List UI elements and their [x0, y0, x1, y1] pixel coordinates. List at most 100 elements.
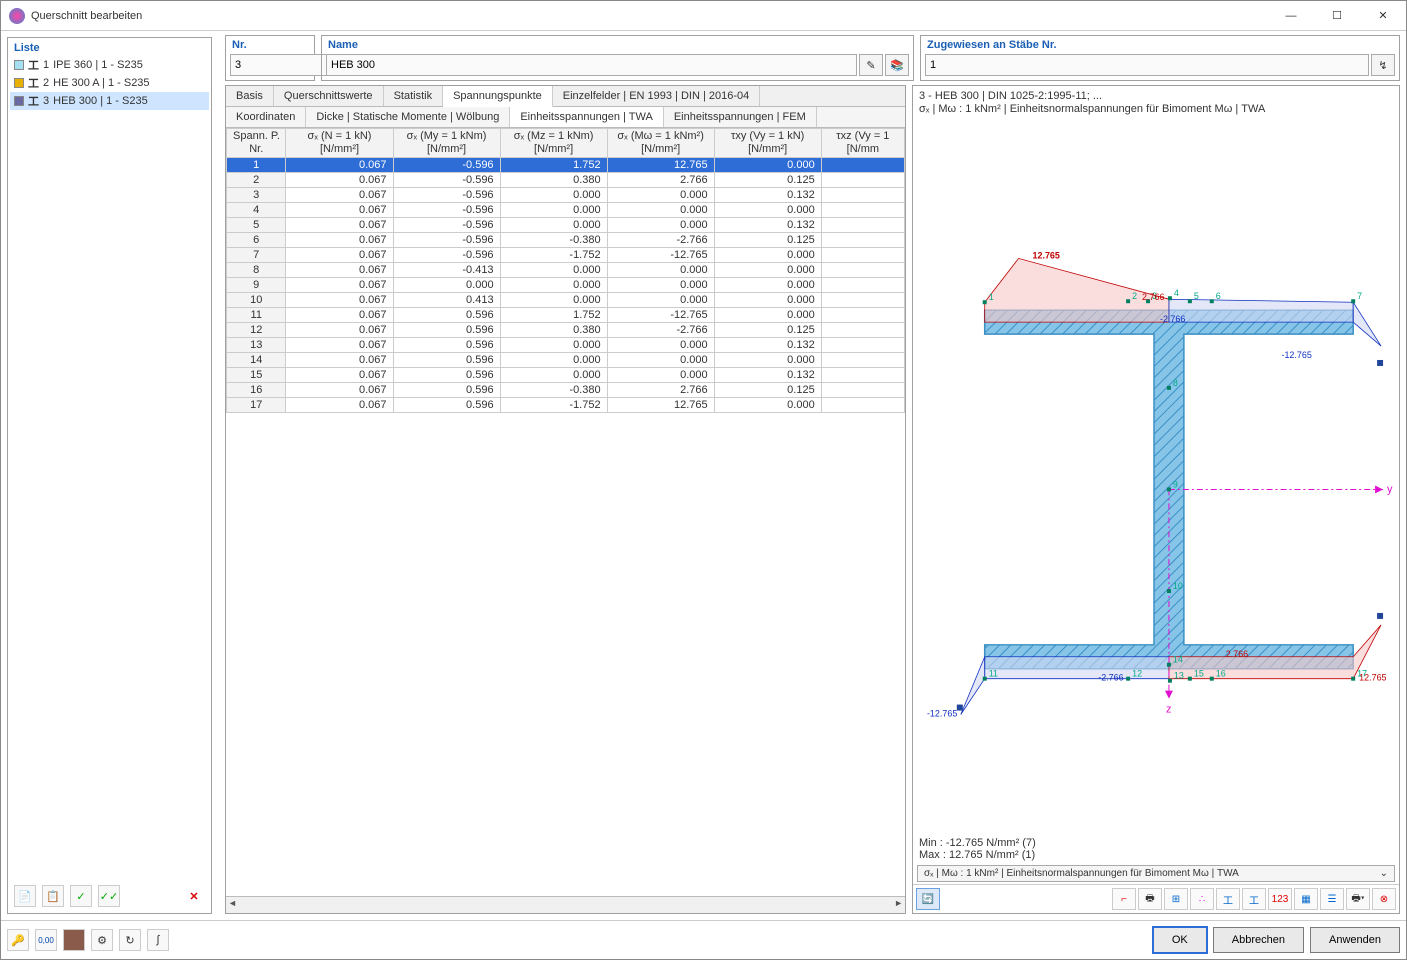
svg-text:8: 8 — [1173, 378, 1178, 388]
list-item-2[interactable]: 工2HE 300 A | 1 - S235 — [10, 74, 209, 92]
svg-text:-2.766: -2.766 — [1160, 314, 1185, 324]
color-button[interactable] — [63, 929, 85, 951]
check-button[interactable]: ✓ — [70, 885, 92, 907]
table-row[interactable]: 70.067-0.596-1.752-12.7650.000 — [227, 248, 905, 263]
svg-text:16: 16 — [1216, 669, 1226, 679]
maximize-button[interactable]: ☐ — [1314, 1, 1360, 31]
viz-tool-print2[interactable]: 🖶▾ — [1346, 888, 1370, 910]
table-row[interactable]: 130.0670.5960.0000.0000.132 — [227, 338, 905, 353]
name-input[interactable] — [326, 54, 857, 76]
viz-tool-section-2[interactable]: 工 — [1242, 888, 1266, 910]
close-button[interactable]: ✕ — [1360, 1, 1406, 31]
svg-text:14: 14 — [1173, 655, 1183, 665]
viz-max-label: Max : 12.765 N/mm² (1) — [919, 849, 1393, 861]
viz-title-2: σₓ | Mω : 1 kNm² | Einheitsnormalspannun… — [919, 103, 1393, 116]
help-button[interactable]: 🔑 — [7, 929, 29, 951]
tab-2[interactable]: Statistik — [384, 86, 444, 106]
name-label: Name — [322, 36, 913, 54]
window-title: Querschnitt bearbeiten — [31, 10, 1268, 22]
table-row[interactable]: 120.0670.5960.380-2.7660.125 — [227, 323, 905, 338]
svg-text:12.765: 12.765 — [1359, 673, 1386, 683]
new-section-button[interactable]: 📄 — [14, 885, 36, 907]
minimize-button[interactable]: — — [1268, 1, 1314, 31]
table-row[interactable]: 90.0670.0000.0000.0000.000 — [227, 278, 905, 293]
titlebar: Querschnitt bearbeiten — ☐ ✕ — [1, 1, 1406, 31]
ok-button[interactable]: OK — [1153, 927, 1207, 953]
tab-0[interactable]: Basis — [226, 86, 274, 106]
list-item-1[interactable]: 工1IPE 360 | 1 - S235 — [10, 56, 209, 74]
table-row[interactable]: 140.0670.5960.0000.0000.000 — [227, 353, 905, 368]
misc-button-2[interactable]: ↻ — [119, 929, 141, 951]
table-row[interactable]: 150.0670.5960.0000.0000.132 — [227, 368, 905, 383]
svg-text:-2.766: -2.766 — [1098, 673, 1123, 683]
assign-label: Zugewiesen an Stäbe Nr. — [921, 36, 1399, 54]
svg-text:-12.765: -12.765 — [1281, 350, 1311, 360]
main-tabs: BasisQuerschnittswerteStatistikSpannungs… — [226, 86, 905, 107]
apply-button[interactable]: Anwenden — [1310, 927, 1400, 953]
table-row[interactable]: 40.067-0.5960.0000.0000.000 — [227, 203, 905, 218]
pick-members-button[interactable]: ↯ — [1371, 54, 1395, 76]
viz-result-dropdown[interactable]: σₓ | Mω : 1 kNm² | Einheitsnormalspannun… — [917, 865, 1395, 882]
subtab-0[interactable]: Koordinaten — [226, 107, 306, 127]
misc-button-3[interactable]: ∫ — [147, 929, 169, 951]
table-row[interactable]: 20.067-0.5960.3802.7660.125 — [227, 173, 905, 188]
table-row[interactable]: 10.067-0.5961.75212.7650.000 — [227, 158, 905, 173]
list-header: Liste — [10, 40, 209, 56]
sub-tabs: KoordinatenDicke | Statische Momente | W… — [226, 107, 905, 128]
table-row[interactable]: 80.067-0.4130.0000.0000.000 — [227, 263, 905, 278]
table-row[interactable]: 170.0670.596-1.75212.7650.000 — [227, 398, 905, 413]
visualization-pane: 3 - HEB 300 | DIN 1025-2:1995-11; ... σₓ… — [912, 85, 1400, 914]
check-all-button[interactable]: ✓✓ — [98, 885, 120, 907]
assign-input[interactable] — [925, 54, 1369, 76]
copy-section-button[interactable]: 📋 — [42, 885, 64, 907]
svg-text:2.766: 2.766 — [1142, 292, 1164, 302]
viz-tool-dims[interactable]: ⊞ — [1164, 888, 1188, 910]
horizontal-scrollbar[interactable] — [226, 896, 905, 913]
viz-tool-axes[interactable]: ⌐ — [1112, 888, 1136, 910]
svg-text:4: 4 — [1174, 288, 1179, 298]
viz-title-1: 3 - HEB 300 | DIN 1025-2:1995-11; ... — [919, 90, 1393, 103]
viz-tool-points[interactable]: ∴ — [1190, 888, 1214, 910]
svg-text:5: 5 — [1194, 291, 1199, 301]
svg-text:11: 11 — [989, 669, 998, 679]
viz-tool-reset[interactable]: ⊗ — [1372, 888, 1396, 910]
table-row[interactable]: 50.067-0.5960.0000.0000.132 — [227, 218, 905, 233]
svg-text:1: 1 — [989, 292, 994, 302]
svg-text:2: 2 — [1132, 291, 1137, 301]
nr-label: Nr. — [226, 36, 314, 54]
svg-text:15: 15 — [1194, 669, 1204, 679]
svg-text:2.766: 2.766 — [1226, 649, 1248, 659]
list-item-3[interactable]: 工3HEB 300 | 1 - S235 — [10, 92, 209, 110]
stress-table: Spann. P.Nr.σₓ (N = 1 kN)[N/mm²]σₓ (My =… — [226, 128, 905, 413]
library-button[interactable]: 📚 — [885, 54, 909, 76]
delete-button[interactable]: ✕ — [183, 885, 205, 907]
units-button[interactable]: 0,00 — [35, 929, 57, 951]
misc-button-1[interactable]: ⚙ — [91, 929, 113, 951]
svg-text:13: 13 — [1174, 671, 1184, 681]
tab-1[interactable]: Querschnittswerte — [274, 86, 384, 106]
subtab-2[interactable]: Einheitsspannungen | TWA — [510, 107, 664, 127]
svg-text:y: y — [1387, 483, 1393, 495]
table-row[interactable]: 160.0670.596-0.3802.7660.125 — [227, 383, 905, 398]
edit-name-button[interactable]: ✎ — [859, 54, 883, 76]
app-icon — [9, 8, 25, 24]
cancel-button[interactable]: Abbrechen — [1213, 927, 1304, 953]
viz-canvas[interactable]: yz123456789101112131415161712.7652.766-2… — [913, 120, 1399, 835]
subtab-3[interactable]: Einheitsspannungen | FEM — [664, 107, 817, 127]
svg-text:12: 12 — [1132, 669, 1142, 679]
tab-3[interactable]: Spannungspunkte — [443, 86, 553, 107]
viz-tool-section-1[interactable]: 工 — [1216, 888, 1240, 910]
viz-tool-values[interactable]: 123 — [1268, 888, 1292, 910]
table-row[interactable]: 110.0670.5961.752-12.7650.000 — [227, 308, 905, 323]
viz-min-label: Min : -12.765 N/mm² (7) — [919, 837, 1393, 849]
table-row[interactable]: 100.0670.4130.0000.0000.000 — [227, 293, 905, 308]
viz-tool-refresh[interactable]: 🔄 — [916, 888, 940, 910]
tab-4[interactable]: Einzelfelder | EN 1993 | DIN | 2016-04 — [553, 86, 761, 106]
svg-text:-12.765: -12.765 — [927, 709, 957, 719]
viz-tool-list[interactable]: ☰ — [1320, 888, 1344, 910]
table-row[interactable]: 60.067-0.596-0.380-2.7660.125 — [227, 233, 905, 248]
subtab-1[interactable]: Dicke | Statische Momente | Wölbung — [306, 107, 510, 127]
viz-tool-grid[interactable]: ▦ — [1294, 888, 1318, 910]
viz-tool-print[interactable]: 🖶 — [1138, 888, 1162, 910]
table-row[interactable]: 30.067-0.5960.0000.0000.132 — [227, 188, 905, 203]
